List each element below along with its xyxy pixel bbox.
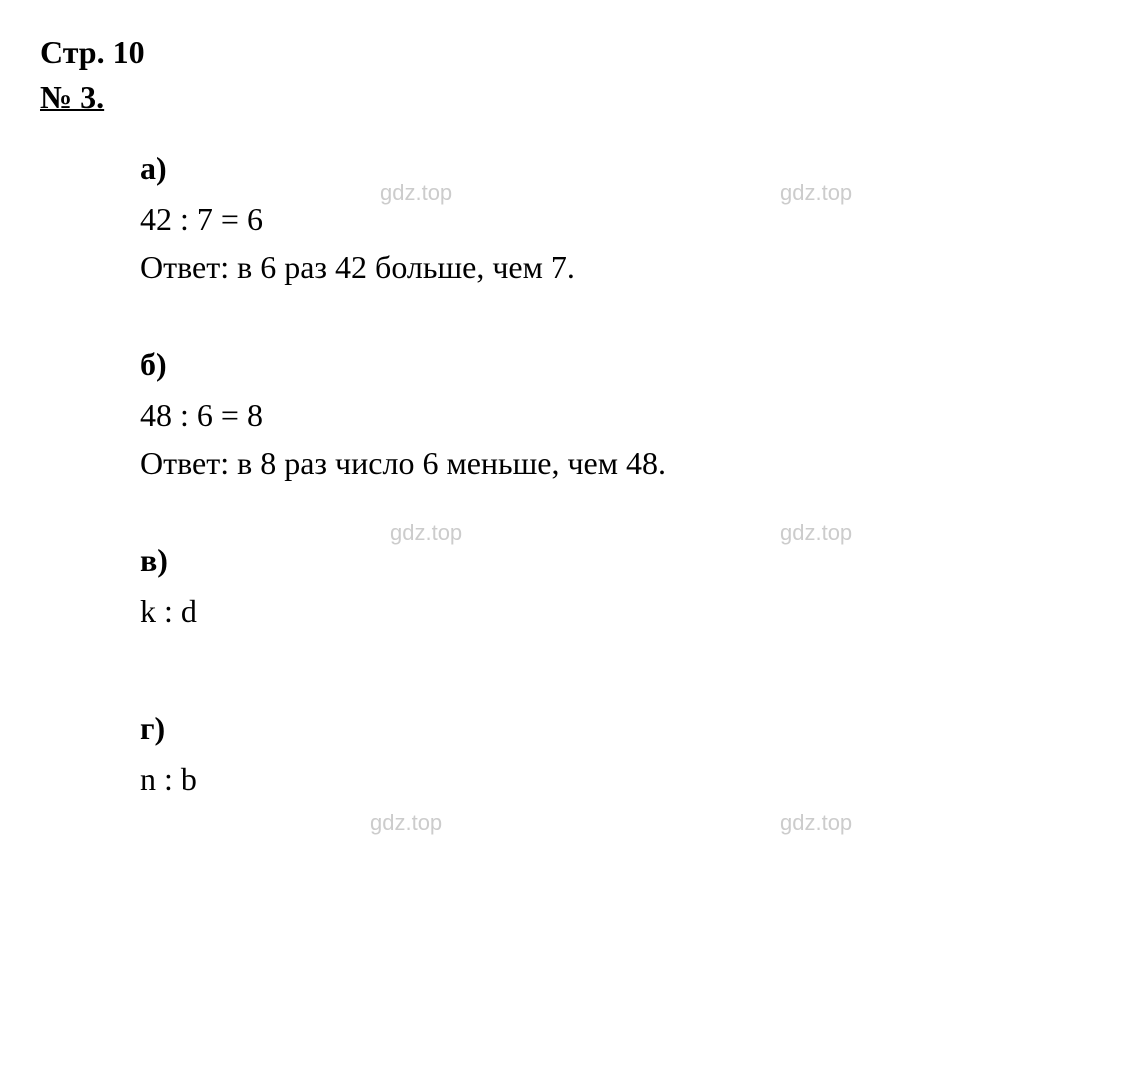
section-a-answer: Ответ: в 6 раз 42 больше, чем 7. [140,243,1101,291]
section-c-label: в) [140,542,1101,579]
section-d-equation: n : b [140,755,1101,803]
section-c-equation: k : d [140,587,1101,635]
section-d: г) n : b [40,710,1101,803]
section-a: а) 42 : 7 = 6 Ответ: в 6 раз 42 больше, … [40,150,1101,291]
section-c: в) k : d [40,542,1101,635]
section-b-equation: 48 : 6 = 8 [140,391,1101,439]
section-b: б) 48 : 6 = 8 Ответ: в 8 раз число 6 мен… [40,346,1101,487]
section-d-label: г) [140,710,1101,747]
page-reference: Стр. 10 [40,30,1101,75]
section-a-equation: 42 : 7 = 6 [140,195,1101,243]
section-b-answer: Ответ: в 8 раз число 6 меньше, чем 48. [140,439,1101,487]
problem-number: № 3. [40,75,1101,120]
watermark-text: gdz.top [370,810,442,836]
section-b-label: б) [140,346,1101,383]
section-a-label: а) [140,150,1101,187]
watermark-text: gdz.top [780,810,852,836]
problem-number-text: № 3. [40,79,104,115]
